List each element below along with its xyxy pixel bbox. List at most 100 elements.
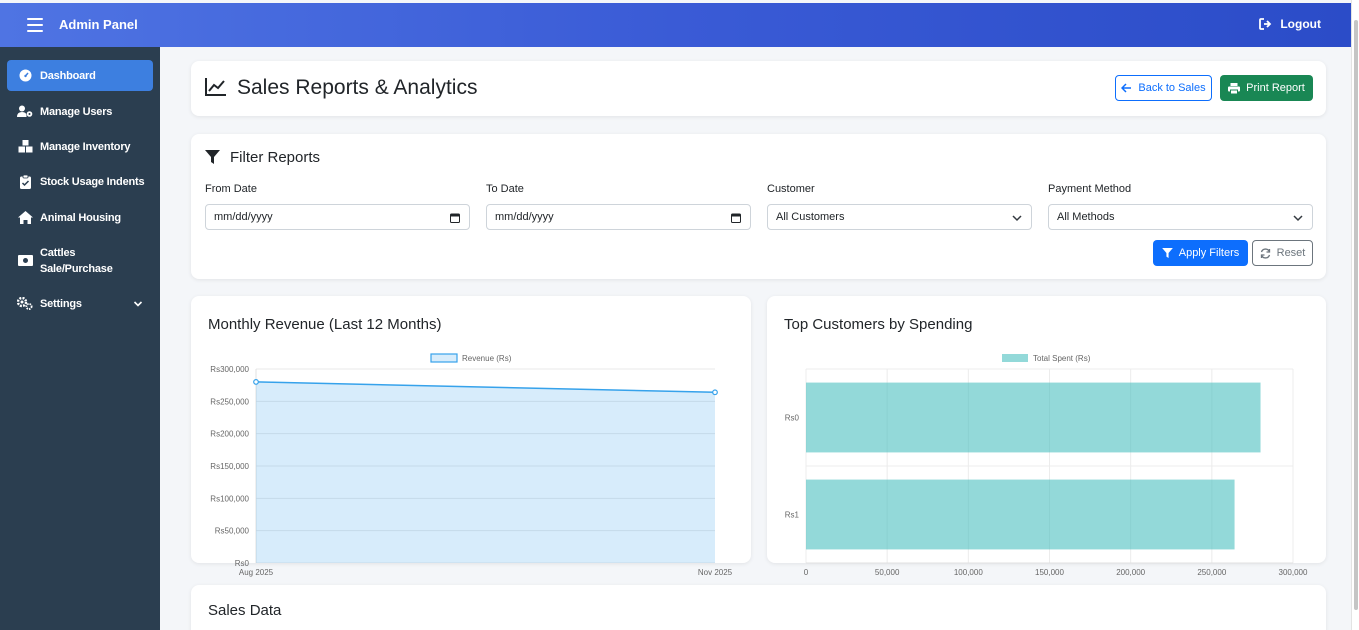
x-tick-label: 50,000 [875, 568, 900, 577]
hamburger-menu-icon[interactable] [27, 18, 43, 32]
sidebar-item-label: Cattles [40, 246, 76, 259]
x-tick-label: 150,000 [1035, 568, 1064, 577]
revenue-data-point [253, 379, 259, 385]
sidebar-item-settings[interactable]: Settings [7, 288, 153, 319]
apply-filters-label: Apply Filters [1178, 247, 1240, 259]
boxes-icon [17, 139, 33, 155]
home-icon [17, 210, 33, 226]
customer-select[interactable]: All Customers [767, 204, 1032, 230]
to-date-label: To Date [486, 183, 524, 195]
clipboard-check-icon [17, 174, 33, 190]
legend-swatch [1002, 354, 1028, 362]
filter-icon [205, 150, 220, 164]
x-tick-label: 100,000 [954, 568, 983, 577]
customer-bar [806, 479, 1235, 550]
print-report-button[interactable]: Print Report [1220, 75, 1313, 101]
revenue-data-point [712, 389, 718, 396]
customer-selected-value: All Customers [776, 211, 845, 223]
y-tick-label: Rs300,000 [210, 365, 249, 374]
y-tick-label: Rs100,000 [210, 494, 249, 503]
chevron-down-icon [1012, 215, 1022, 222]
print-report-label: Print Report [1246, 82, 1305, 94]
x-tick-label: Nov 2025 [698, 568, 733, 577]
x-tick-label: 250,000 [1197, 568, 1226, 577]
gauge-icon [17, 68, 33, 84]
y-tick-label: Rs50,000 [215, 527, 250, 536]
filter-reports-title: Filter Reports [230, 149, 321, 166]
sales-data-title: Sales Data [208, 602, 282, 619]
sidebar: Dashboard Manage Users Manage Inventory … [0, 47, 160, 630]
revenue-area-fill [256, 381, 715, 563]
money-bill-icon [17, 253, 33, 269]
sync-icon [1260, 247, 1270, 259]
sidebar-item-label-wrap: Cattles Sale/Purchase [40, 245, 113, 277]
cogs-icon [17, 296, 33, 312]
back-to-sales-label: Back to Sales [1138, 82, 1206, 94]
top-customers-chart: 0 50,000 100,000 150,000 200,000 250,000 300,0… [785, 354, 1308, 577]
chevron-down-icon [1293, 215, 1303, 222]
top-customers-card: Top Customers by Spending 0 50,000 100,000… [767, 296, 1326, 577]
brand-title[interactable]: Admin Panel [59, 17, 138, 32]
arrow-left-icon [1121, 83, 1132, 93]
chevron-down-icon[interactable] [133, 299, 143, 309]
sidebar-item-label: Sale/Purchase [40, 262, 113, 275]
to-date-input[interactable]: mm/dd/yyyy [486, 204, 751, 230]
chart-line-icon [205, 78, 226, 96]
sidebar-item-label: Manage Inventory [40, 140, 131, 153]
back-to-sales-button[interactable]: Back to Sales [1115, 75, 1212, 101]
legend-label: Total Spent (Rs) [1033, 354, 1091, 363]
y-tick-label: Rs150,000 [210, 462, 249, 471]
payment-method-select[interactable]: All Methods [1048, 204, 1313, 230]
apply-filters-button[interactable]: Apply Filters [1153, 240, 1248, 266]
sidebar-item-manage-users[interactable]: Manage Users [7, 96, 153, 127]
sidebar-item-manage-inventory[interactable]: Manage Inventory [7, 131, 153, 162]
legend-swatch [430, 353, 458, 363]
monthly-revenue-chart: Rs300,000 Rs250,000 Rs200,000 Rs150,000 Rs10… [210, 353, 733, 577]
x-tick-label: 200,000 [1116, 568, 1145, 577]
y-tick-label: Rs1 [785, 511, 800, 520]
monthly-revenue-card: Monthly Revenue (Last 12 Months) Rs300,0… [191, 296, 751, 577]
calendar-icon[interactable] [731, 213, 741, 223]
payment-method-selected-value: All Methods [1057, 211, 1115, 223]
from-date-label: From Date [205, 183, 257, 195]
filter-reports-card: Filter Reports From Date mm/dd/yyyy To D… [191, 134, 1326, 279]
monthly-revenue-title: Monthly Revenue (Last 12 Months) [208, 316, 442, 333]
payment-method-label: Payment Method [1048, 183, 1132, 195]
sidebar-item-dashboard[interactable]: Dashboard [7, 60, 153, 91]
page-header-card: Sales Reports & Analytics Back to Sales … [191, 61, 1326, 116]
scrollbar-thumb[interactable] [1354, 20, 1358, 610]
sign-out-icon [1259, 18, 1272, 30]
sidebar-item-label: Stock Usage Indents [40, 175, 145, 188]
users-cog-icon [17, 104, 33, 120]
sidebar-item-cattles-sale-purchase[interactable]: Cattles Sale/Purchase [7, 239, 153, 282]
y-tick-label: Rs250,000 [210, 397, 249, 406]
revenue-series-line [255, 381, 716, 394]
filter-icon [1161, 248, 1173, 258]
top-customers-title: Top Customers by Spending [784, 316, 973, 333]
sidebar-item-label: Animal Housing [40, 211, 121, 224]
sidebar-item-animal-housing[interactable]: Animal Housing [7, 202, 153, 233]
sidebar-item-stock-usage-indents[interactable]: Stock Usage Indents [7, 166, 153, 197]
to-date-placeholder: mm/dd/yyyy [495, 211, 554, 223]
y-tick-label: Rs200,000 [210, 430, 249, 439]
sidebar-item-label: Settings [40, 297, 82, 310]
y-tick-label: Rs0 [235, 559, 250, 568]
calendar-icon[interactable] [450, 213, 460, 223]
customer-label: Customer [767, 183, 815, 195]
x-tick-label: 0 [804, 568, 809, 577]
from-date-input[interactable]: mm/dd/yyyy [205, 204, 470, 230]
customer-bar [806, 382, 1261, 453]
page-title: Sales Reports & Analytics [237, 76, 478, 99]
x-tick-label: Aug 2025 [239, 568, 274, 577]
legend-label: Revenue (Rs) [462, 354, 512, 363]
logout-button[interactable]: Logout [1259, 17, 1321, 31]
top-navbar: Admin Panel Logout [0, 3, 1351, 47]
sidebar-item-label: Dashboard [40, 69, 96, 82]
sidebar-item-label: Manage Users [40, 105, 113, 118]
reset-button[interactable]: Reset [1252, 240, 1313, 266]
from-date-placeholder: mm/dd/yyyy [214, 211, 273, 223]
page-scrollbar[interactable] [1351, 0, 1359, 630]
reset-label: Reset [1276, 247, 1306, 259]
y-tick-label: Rs0 [785, 414, 800, 423]
logout-label: Logout [1280, 17, 1321, 31]
